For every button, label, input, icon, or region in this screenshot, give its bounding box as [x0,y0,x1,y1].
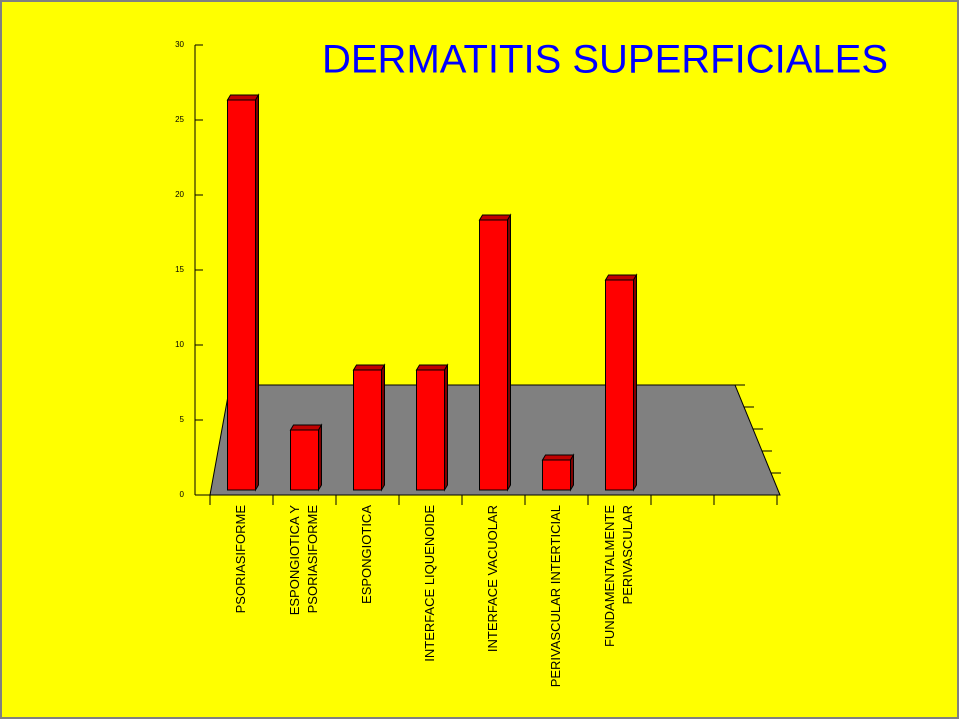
y-tick-label: 25 [175,115,184,124]
bar-top [478,214,512,221]
bar-side [444,363,448,492]
x-tick-label: INTERFACE LIQUENOIDE [422,505,437,662]
bar [605,279,634,491]
y-tick-label: 30 [175,40,184,49]
y-tick-label: 0 [180,490,185,499]
bar [353,369,382,491]
bar-top [226,94,260,101]
bar-side [318,423,322,492]
bar [542,459,571,491]
floor-depth-ticks [735,384,781,474]
x-tick-label: ESPONGIOTICA [359,505,374,604]
bar-side [570,453,574,492]
bar-top [415,364,449,371]
bar-top [541,454,575,461]
x-tick-label: INTERFACE VACUOLAR [485,505,500,652]
y-tick-label: 20 [175,190,184,199]
bar [416,369,445,491]
x-tick-label: PERIVASCULAR INTERTICIAL [548,505,563,687]
bar-side [633,273,637,492]
x-tick-label: PERIVASCULAR [620,505,635,604]
bar [479,219,508,491]
x-tick-label: PSORIASIFORME [305,505,320,614]
bar-top [604,274,638,281]
bar-side [507,213,511,492]
bar [290,429,319,491]
y-tick-label: 10 [175,340,184,349]
bar-top [289,424,323,431]
chart-title: DERMATITIS SUPERFICIALES [322,38,888,82]
x-tick-label: PSORIASIFORME [233,505,248,614]
bar-side [255,93,259,492]
y-tick-label: 15 [175,265,184,274]
x-tick-label: ESPONGIOTICA Y [287,505,302,616]
bar [227,99,256,491]
x-tick-label: FUNDAMENTALMENTE [602,505,617,647]
bar-side [381,363,385,492]
bar-top [352,364,386,371]
y-tick-label: 5 [180,415,185,424]
